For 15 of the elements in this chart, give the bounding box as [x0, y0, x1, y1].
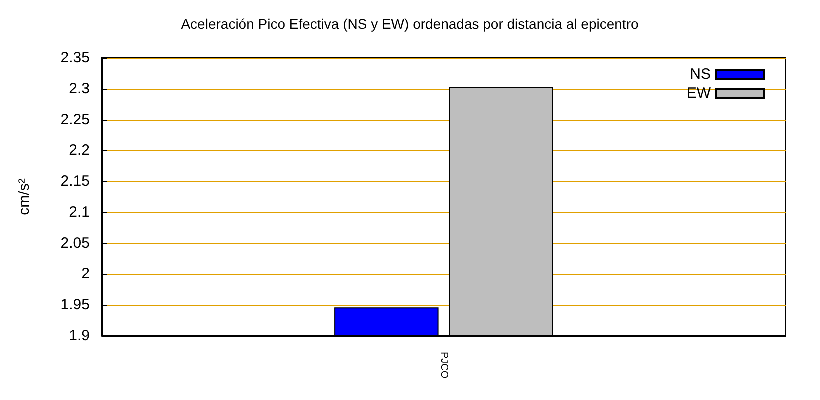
- y-tick-label: 2.05: [60, 234, 90, 252]
- y-tick-label: 1.95: [60, 296, 90, 314]
- y-tick-label: 2.2: [69, 142, 90, 160]
- y-tick-label: 2.1: [69, 204, 90, 221]
- y-axis-title: cm/s²: [16, 178, 33, 216]
- y-tick-label: 2.35: [60, 50, 90, 66]
- y-tick-label: 2.15: [60, 173, 90, 190]
- chart-title: Aceleración Pico Efectiva (NS y EW) ordenadas por distancia al epicentro: [181, 16, 639, 32]
- legend-label: EW: [686, 85, 712, 102]
- legend-label: NS: [690, 66, 711, 83]
- y-tick-label: 2.3: [69, 80, 90, 98]
- y-tick-label: 2.25: [60, 111, 90, 128]
- y-tick-label: 2: [82, 266, 90, 283]
- x-tick-label: PJCO: [438, 352, 450, 379]
- y-tick-label: 1.9: [69, 328, 90, 344]
